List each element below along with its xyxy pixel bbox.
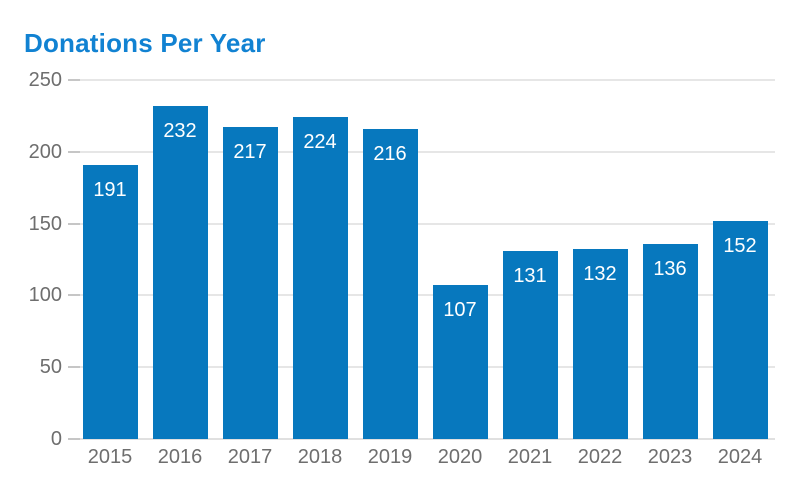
chart-title: Donations Per Year: [24, 28, 266, 58]
bar-value-label: 131: [513, 264, 547, 287]
bar-2023[interactable]: 136: [642, 243, 698, 439]
bar-2022[interactable]: 132: [572, 249, 628, 439]
bar-2018[interactable]: 224: [292, 117, 348, 439]
bar-value-label: 224: [303, 131, 337, 154]
x-axis-tick-label-2024: 2024: [717, 446, 763, 468]
x-axis-tick-label-2016: 2016: [157, 446, 203, 468]
bar-2016[interactable]: 232: [152, 105, 208, 439]
bar-2021[interactable]: 131: [502, 250, 558, 439]
bar-value-label: 232: [163, 119, 197, 142]
y-axis-tick-label: 50: [39, 356, 62, 379]
gridline: [68, 438, 775, 440]
y-axis-tick-label: 200: [28, 140, 62, 163]
bar-value-label: 136: [653, 257, 687, 280]
gridline: [68, 294, 775, 297]
x-axis-tick-label-2020: 2020: [437, 446, 483, 468]
bar-2015[interactable]: 191: [82, 164, 138, 439]
y-axis-tick-label: 0: [50, 428, 62, 450]
x-axis-tick-label-2019: 2019: [367, 446, 413, 468]
bar-value-label: 191: [93, 178, 127, 201]
x-axis-tick-label-2015: 2015: [87, 446, 133, 468]
gridline: [68, 79, 775, 81]
x-axis-tick-label-2018: 2018: [297, 446, 343, 468]
bar-2020[interactable]: 107: [432, 285, 488, 439]
y-axis-tick: [68, 150, 80, 153]
gridline: [68, 150, 775, 153]
x-axis-tick-label-2017: 2017: [227, 446, 273, 468]
y-axis-tick-label: 150: [28, 212, 62, 235]
y-axis-tick-label: 250: [28, 69, 62, 91]
y-axis-tick: [68, 79, 80, 81]
bar-2024[interactable]: 152: [712, 220, 768, 439]
bar-value-label: 132: [583, 263, 617, 286]
gridline: [68, 222, 775, 225]
y-axis-tick: [68, 294, 80, 297]
y-axis-tick: [68, 438, 80, 440]
bar-value-label: 152: [723, 234, 757, 257]
gridline: [68, 366, 775, 369]
x-axis-tick-label-2023: 2023: [647, 446, 693, 468]
bar-2017[interactable]: 217: [222, 127, 278, 439]
bar-value-label: 217: [233, 141, 267, 164]
y-axis-tick: [68, 222, 80, 225]
x-axis-tick-label-2022: 2022: [577, 446, 623, 468]
bar-value-label: 107: [443, 299, 477, 322]
bar-2019[interactable]: 216: [362, 128, 418, 439]
x-axis-tick-label-2021: 2021: [507, 446, 553, 468]
y-axis-tick-label: 100: [28, 284, 62, 307]
y-axis-tick: [68, 366, 80, 369]
bar-value-label: 216: [373, 142, 407, 165]
